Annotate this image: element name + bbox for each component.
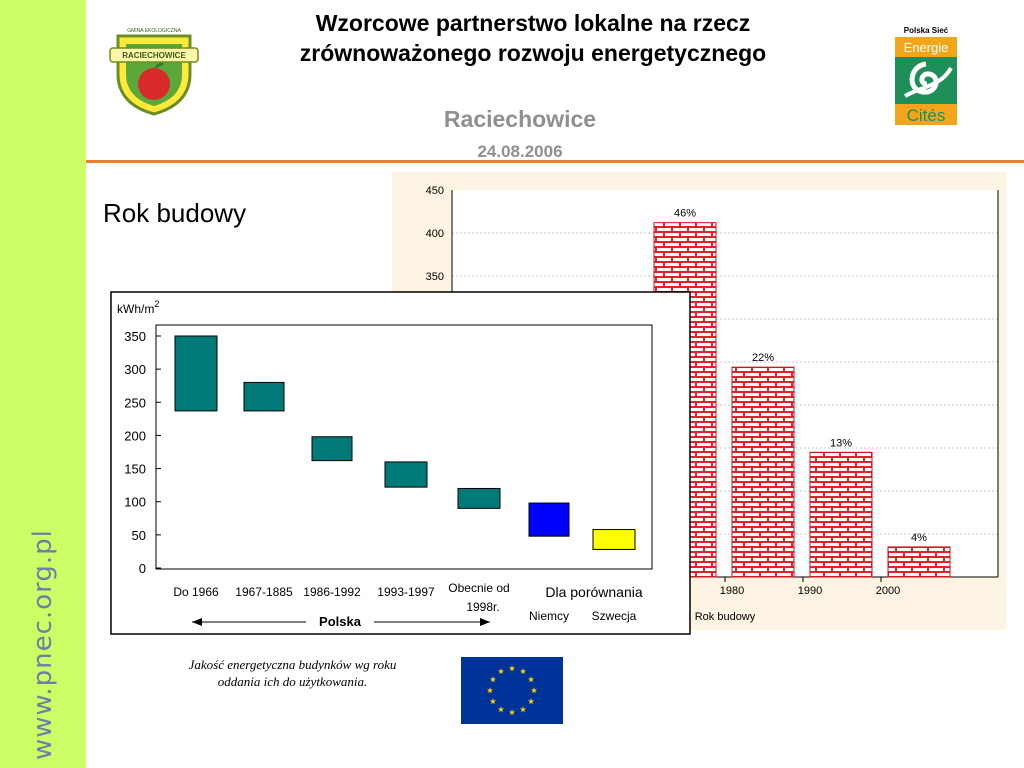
eu-star-icon — [519, 668, 527, 675]
range-y-tick-label: 0 — [139, 561, 146, 576]
section-heading: Rok budowy — [103, 198, 247, 228]
eu-star-icon — [530, 687, 538, 694]
range-chart-ylabel: kWh/m2 — [117, 299, 159, 316]
range-x-label-line2: 1998r. — [466, 600, 499, 614]
range-x-label: Szwecja — [592, 609, 637, 623]
range-bar-4 — [384, 461, 428, 488]
caption-line-1: Jakość energetyczna budynków wg roku — [188, 657, 397, 672]
eu-star-icon — [489, 676, 496, 683]
bar-value-label: 4% — [911, 532, 927, 544]
range-bar-6 — [528, 502, 570, 537]
caption-line-2: oddania ich do użytkowania. — [217, 674, 368, 689]
comparison-group-label: Dla porównania — [545, 584, 642, 600]
logo-line-3: Cités — [907, 106, 946, 125]
bar-y-tick-label: 350 — [426, 271, 444, 283]
energy-quality-range-chart: kWh/m2 350 300 250 200 150 100 50 0 Do 1966 1967… — [110, 291, 691, 635]
bar-value-label: 13% — [830, 437, 852, 449]
bar-y-tick-label: 400 — [426, 228, 444, 240]
arrow-right-head — [480, 618, 490, 626]
page-title: Wzorcowe partnerstwo lokalne na rzecz zr… — [200, 8, 866, 68]
bar-value-label: 46% — [674, 208, 696, 220]
range-bar-2 — [243, 381, 285, 412]
eu-star-icon — [528, 676, 535, 683]
bar-x-tick-label: 1980 — [720, 585, 744, 597]
bar-value-label: 22% — [752, 352, 774, 364]
eu-flag-icon — [461, 657, 563, 724]
range-y-tick-label: 300 — [124, 362, 146, 377]
eu-star-icon — [486, 687, 494, 694]
eu-star-icon — [489, 698, 496, 705]
eu-star-icon — [528, 698, 535, 705]
bar-chart-xlabel: Rok budowy — [695, 611, 756, 623]
range-bar-7 — [592, 529, 636, 550]
bar-y-tick-label: 450 — [426, 185, 444, 197]
range-y-tick-label: 50 — [132, 528, 146, 543]
range-bar-3 — [311, 436, 353, 462]
page-subtitle: Raciechowice — [443, 106, 597, 132]
chart-caption: Jakość energetyczna budynków wg roku odd… — [150, 656, 435, 690]
raciechowice-crest-logo: RACIECHOWICE GMINA EKOLOGICZNA — [109, 28, 199, 116]
website-url[interactable]: www.pnec.org.pl — [28, 529, 58, 760]
bar-1980 — [731, 366, 795, 578]
eu-star-icon — [508, 665, 516, 672]
title-line-2: zrównoważonego rozwoju energetycznego — [299, 40, 767, 66]
crest-band-text: RACIECHOWICE — [122, 51, 186, 60]
range-bar-1 — [174, 335, 218, 412]
crest-top-text: GMINA EKOLOGICZNA — [127, 28, 181, 34]
eu-star-icon — [497, 668, 505, 675]
page-date: 24.08.2006 — [477, 142, 563, 161]
bar-1990 — [809, 451, 873, 578]
range-y-tick-label: 200 — [124, 428, 146, 443]
bar-x-tick-label: 2000 — [876, 585, 900, 597]
logo-line-1: Polska Sieć — [904, 26, 949, 35]
range-y-tick-label: 350 — [124, 329, 146, 344]
range-y-tick-label: 150 — [124, 462, 146, 477]
range-bar-5 — [457, 487, 501, 509]
energie-cites-logo: Polska Sieć Energie Cités — [895, 26, 957, 125]
polska-group-label: Polska — [319, 614, 362, 629]
bar-x-tick-label: 1990 — [798, 585, 822, 597]
header-divider — [86, 160, 1024, 163]
sidebar-band: www.pnec.org.pl — [0, 0, 86, 768]
logo-line-2: Energie — [904, 40, 949, 55]
range-y-tick-label: 100 — [124, 495, 146, 510]
range-x-label: Niemcy — [529, 609, 569, 623]
bar-2000 — [887, 546, 951, 578]
eu-star-icon — [519, 706, 527, 713]
eu-star-icon — [497, 706, 505, 713]
arrow-left-head — [192, 618, 202, 626]
range-x-label: Obecnie od — [448, 581, 509, 595]
range-x-label: 1986-1992 — [303, 585, 361, 599]
range-x-label: 1967-1885 — [235, 585, 293, 599]
range-x-label: Do 1966 — [173, 585, 219, 599]
range-y-tick-label: 250 — [124, 395, 146, 410]
eu-star-icon — [508, 709, 516, 716]
title-line-1: Wzorcowe partnerstwo lokalne na rzecz — [315, 10, 751, 36]
range-x-label: 1993-1997 — [377, 585, 435, 599]
